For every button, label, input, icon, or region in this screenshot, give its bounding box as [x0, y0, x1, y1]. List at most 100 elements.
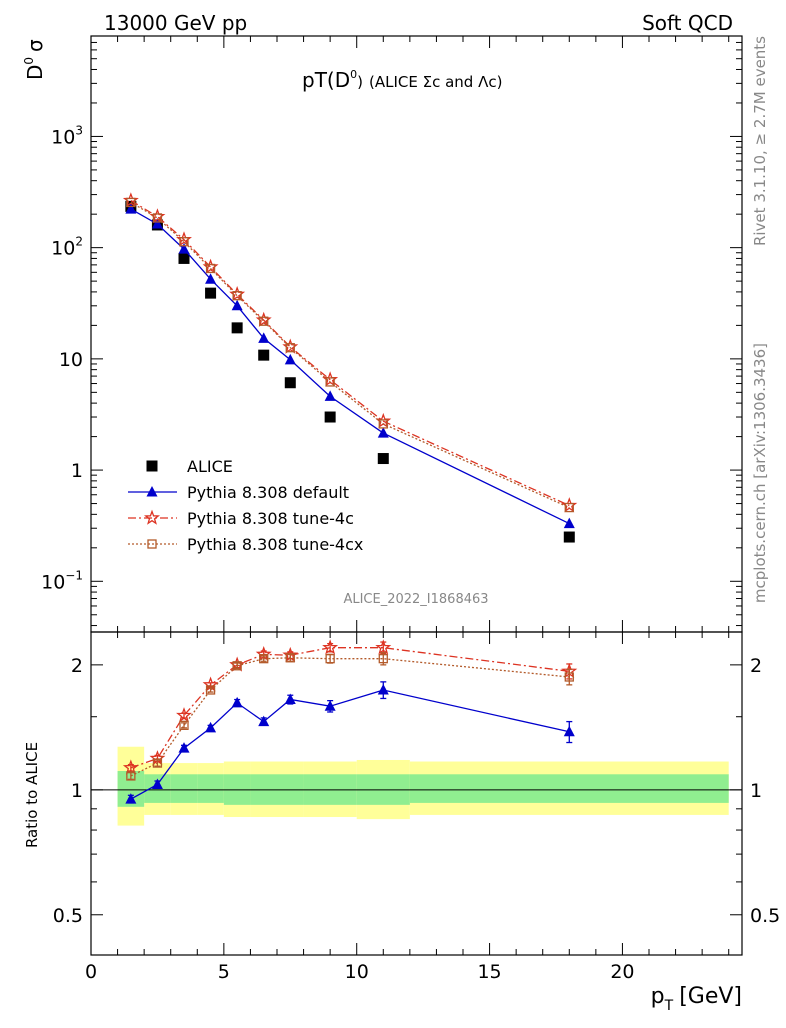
ratio-line-default: [130, 689, 570, 800]
main-ytick-label-base: 10: [51, 238, 75, 260]
x-axis-label-sub: T: [664, 998, 674, 1014]
x-tick-label: 15: [477, 961, 501, 983]
x-axis-label-base: p: [651, 984, 665, 1009]
plot-title-close: ): [357, 73, 363, 91]
ratio-line-tune4cx: [130, 657, 570, 777]
ratio-ytick-label-right: 2: [750, 655, 762, 677]
x-tick-label: 0: [85, 961, 97, 983]
main-ytick-label: 103: [51, 123, 83, 148]
ratio-ytick-label: 0.5: [53, 905, 83, 927]
legend-label-tune4cx: Pythia 8.308 tune-4cx: [187, 535, 363, 554]
plot-title-sup: 0: [350, 68, 357, 81]
ratio-point-default: [258, 715, 270, 727]
x-axis-label-rest: [GeV]: [679, 984, 742, 1009]
main-point-default: [178, 243, 190, 254]
legend-label-default: Pythia 8.308 default: [187, 483, 349, 502]
main-point-tune4cx: [378, 419, 388, 429]
ratio-point-tune4cx: [378, 654, 388, 664]
ratio-point-tune4cx: [285, 653, 295, 663]
ratio-ytick-label: 1: [71, 780, 83, 802]
ratio-point-tune4cx: [126, 771, 136, 781]
ratio-band-inner: [170, 774, 198, 803]
main-point-data: [205, 287, 217, 299]
ratio-point-default: [178, 742, 190, 753]
legend-marker-tune4cx: [147, 539, 157, 549]
ratio-point-tune4cx: [259, 654, 269, 664]
main-point-data: [563, 531, 575, 543]
main-point-tune4cx: [285, 343, 295, 353]
main-line-tune4cx: [130, 201, 570, 509]
x-tick-label: 20: [610, 961, 634, 983]
ratio-band-inner: [409, 774, 729, 803]
main-point-data: [258, 349, 270, 361]
main-point-data: [178, 252, 190, 264]
plot-title: pT(D0) (ALICE Σc and Λc): [302, 68, 502, 92]
main-point-default: [151, 218, 163, 229]
main-ytick-label-exp: 2: [75, 235, 83, 249]
main-ytick-label: 1: [71, 460, 83, 482]
ratio-point-default: [377, 683, 389, 695]
x-tick-label: 5: [218, 961, 230, 983]
ratio-line-tune4c: [130, 647, 570, 769]
ratio-band-inner: [197, 774, 224, 803]
ratio-ytick-label-right: 1: [750, 780, 762, 802]
main-point-tune4cx: [126, 197, 136, 208]
ratio-ytick-label: 2: [71, 655, 83, 677]
ratio-point-tune4c: [322, 639, 339, 655]
main-point-data: [284, 377, 296, 389]
main-point-data: [377, 453, 389, 465]
ratio-point-tune4cx: [179, 720, 189, 730]
main-point-tune4c: [255, 311, 272, 327]
analysis-id: ALICE_2022_I1868463: [343, 592, 488, 607]
main-ylabel-sup: 0: [22, 57, 36, 65]
plot-title-main: pT(D: [302, 68, 350, 92]
ratio-point-default: [231, 696, 243, 708]
main-point-tune4cx: [564, 502, 574, 513]
ratio-ylabel: Ratio to ALICE: [23, 742, 41, 848]
main-point-data: [324, 411, 336, 423]
legend-marker-tune4c: [144, 509, 160, 525]
main-line-default: [130, 208, 570, 525]
main-point-tune4cx: [259, 316, 269, 326]
ratio-plot: 0 5 10 15 20 0.5 0.5 1 1 2 2: [53, 631, 780, 983]
main-point-default: [377, 427, 389, 438]
main-point-default: [563, 517, 575, 529]
legend: ALICE Pythia 8.308 default Pythia 8.308 tu…: [128, 457, 363, 554]
ratio-point-tune4c: [375, 639, 392, 655]
ratio-point-default: [151, 778, 163, 789]
main-ytick-label-base: 10: [51, 126, 75, 148]
ratio-point-tune4cx: [325, 654, 335, 664]
ratio-point-default: [205, 721, 217, 733]
ratio-point-tune4c: [176, 707, 192, 723]
x-tick-label: 10: [345, 961, 369, 983]
ratio-point-default: [125, 793, 137, 804]
ratio-point-tune4cx: [205, 685, 216, 695]
mcplots-label: mcplots.cern.ch [arXiv:1306.3436]: [751, 343, 769, 603]
ratio-point-default: [284, 693, 296, 705]
ratio-point-tune4cx: [564, 672, 574, 682]
main-ytick-label-exp: −1: [65, 568, 83, 582]
main-point-default: [205, 273, 217, 284]
main-point-tune4c: [561, 497, 578, 513]
main-ylabel-rest: σ: [23, 39, 47, 52]
main-point-default: [125, 203, 137, 214]
ratio-point-tune4c: [122, 759, 139, 775]
ratio-point-default: [563, 725, 575, 737]
ratio-ytick-label-right: 0.5: [750, 905, 780, 927]
header-left: 13000 GeV pp: [104, 11, 247, 35]
main-point-tune4cx: [232, 291, 242, 301]
ratio-point-tune4cx: [232, 661, 242, 671]
main-point-tune4c: [282, 338, 299, 354]
main-point-tune4cx: [205, 263, 216, 274]
main-point-default: [324, 390, 336, 401]
legend-marker-data: [146, 460, 158, 472]
main-frame: [90, 35, 743, 633]
plot-title-rest: (ALICE Σc and Λc): [369, 73, 502, 91]
main-ytick-label-exp: 3: [75, 123, 83, 137]
main-ylabel: D0 σ: [22, 39, 47, 80]
main-point-tune4cx: [179, 237, 189, 247]
main-ytick-label: 10: [59, 349, 83, 371]
main-line-tune4c: [130, 200, 570, 507]
